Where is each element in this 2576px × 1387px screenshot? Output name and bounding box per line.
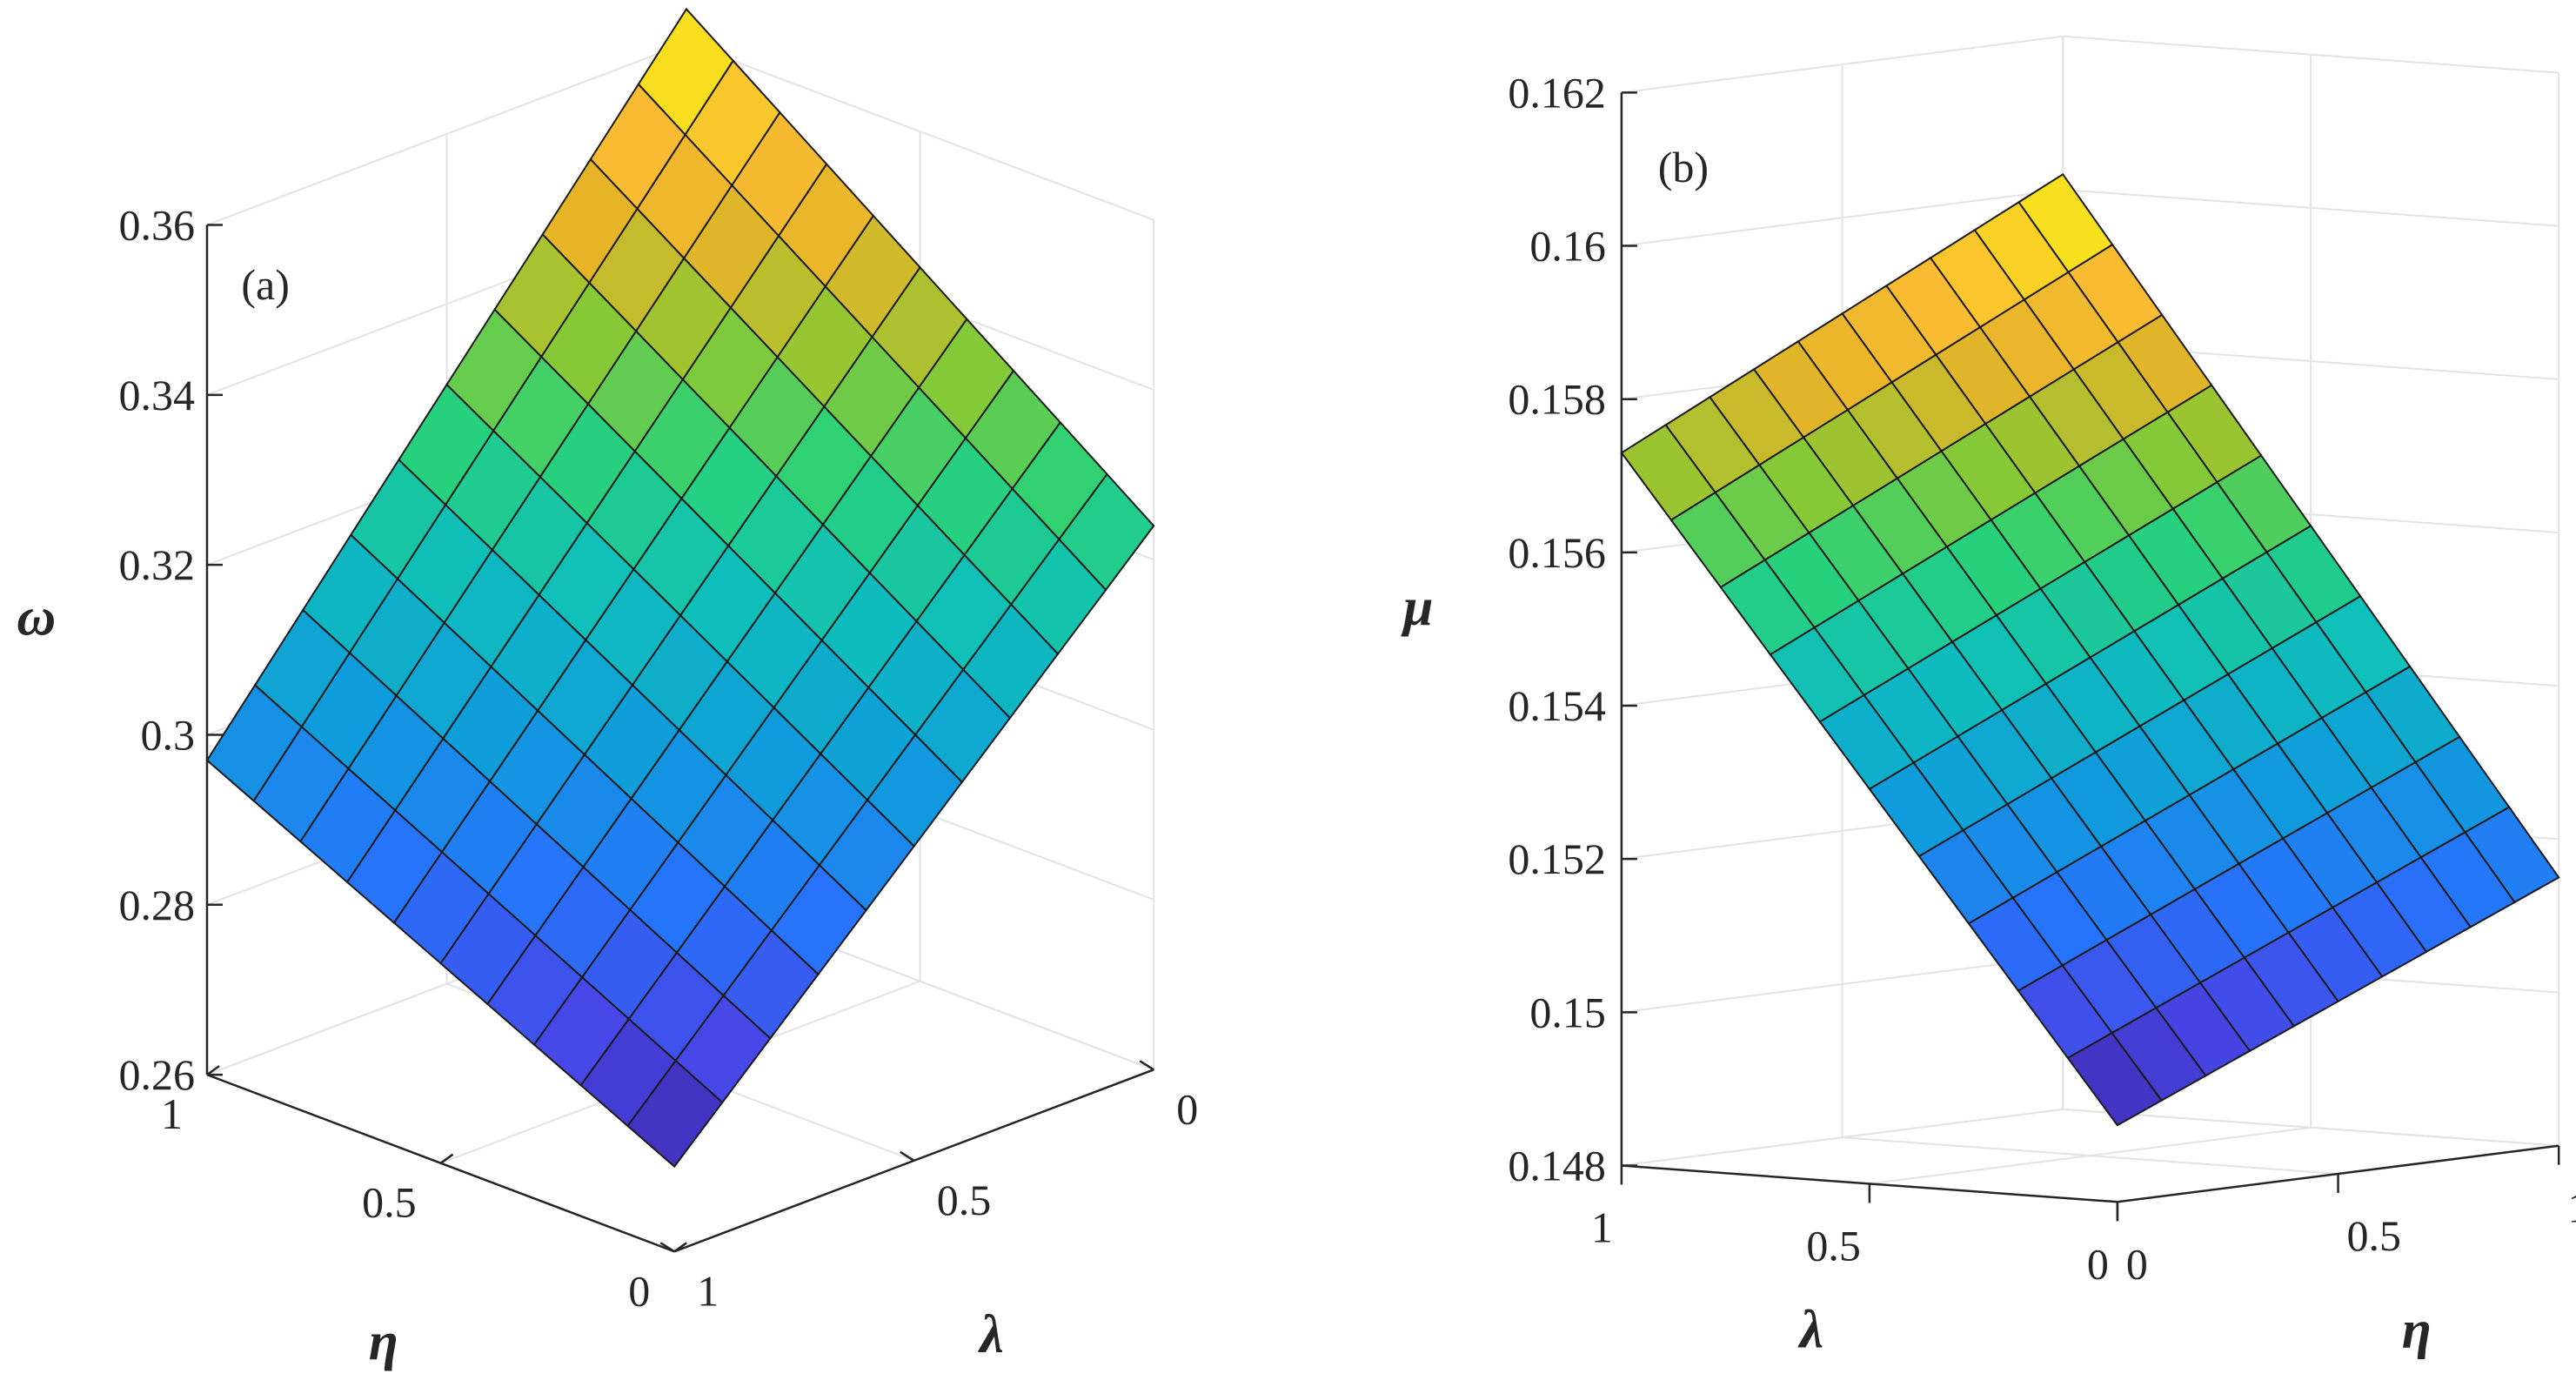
gridline-floor	[1842, 1136, 2338, 1175]
lambda-tick-label: 1	[697, 1266, 719, 1315]
lambda-axis-label: λ	[977, 1305, 1004, 1364]
z-tick-label: 0.15	[1529, 988, 1606, 1036]
gridline-floor	[2063, 1108, 2559, 1147]
z-tick-label: 0.26	[118, 1050, 195, 1099]
surface-cell	[626, 1059, 724, 1169]
eta-tick-label: 0	[628, 1266, 650, 1315]
lambda-tick	[659, 1242, 675, 1253]
lambda-tick-label: 0	[1176, 1084, 1198, 1133]
lambda-tick	[900, 1150, 915, 1162]
labels-b: (b) μ λ η	[1401, 143, 2432, 1360]
axes-b: 0.1480.150.1520.1540.1560.1580.160.16200…	[1508, 68, 2576, 1288]
z-tick-label: 0.154	[1508, 681, 1606, 730]
z-tick-label: 0.152	[1508, 834, 1606, 883]
eta-tick-label: 0	[2126, 1239, 2148, 1288]
lambda-tick-label: 0	[2087, 1239, 2109, 1288]
eta-axis-label: η	[2402, 1301, 2432, 1360]
lambda-tick-label: 1	[1591, 1203, 1613, 1252]
eta-tick	[673, 1242, 687, 1253]
eta-tick	[439, 1153, 454, 1164]
panel-label: (a)	[241, 260, 290, 309]
eta-tick-label: 0.5	[2347, 1211, 2402, 1260]
surface-cell	[2066, 1031, 2164, 1127]
labels-a: (a) ω η λ	[17, 260, 1003, 1371]
z-tick-label: 0.32	[118, 540, 195, 589]
lambda-tick-label: 0.5	[1806, 1221, 1861, 1270]
z-tick-label: 0.148	[1508, 1142, 1606, 1190]
z-axis-label: μ	[1401, 578, 1433, 637]
z-tick-label: 0.3	[140, 710, 195, 759]
lambda-tick	[1139, 1060, 1154, 1071]
z-tick-label: 0.16	[1529, 222, 1606, 271]
z-tick-label: 0.156	[1508, 528, 1606, 577]
eta-tick-label: 0.5	[362, 1178, 417, 1227]
eta-tick	[206, 1065, 220, 1076]
surface-a	[205, 7, 1155, 1169]
z-tick-label: 0.34	[118, 371, 195, 419]
eta-tick-label: 1	[2567, 1183, 2576, 1232]
z-tick-label: 0.28	[118, 881, 195, 929]
z-axis-label: ω	[17, 588, 56, 647]
z-tick-label: 0.36	[118, 200, 195, 249]
surface-b	[1620, 172, 2560, 1127]
gridline-z	[2063, 35, 2559, 74]
z-tick-label: 0.158	[1508, 375, 1606, 424]
z-tick-label: 0.162	[1508, 68, 1606, 117]
lambda-axis-label: λ	[1797, 1301, 1824, 1360]
eta-axis-label: η	[369, 1312, 398, 1371]
panel-b: 0.1480.150.1520.1540.1560.1580.160.16200…	[1401, 35, 2576, 1360]
gridline-floor	[1621, 1108, 2064, 1167]
lambda-tick-label: 0.5	[937, 1176, 992, 1224]
panel-label: (b)	[1658, 143, 1709, 191]
eta-tick-label: 1	[161, 1089, 183, 1138]
